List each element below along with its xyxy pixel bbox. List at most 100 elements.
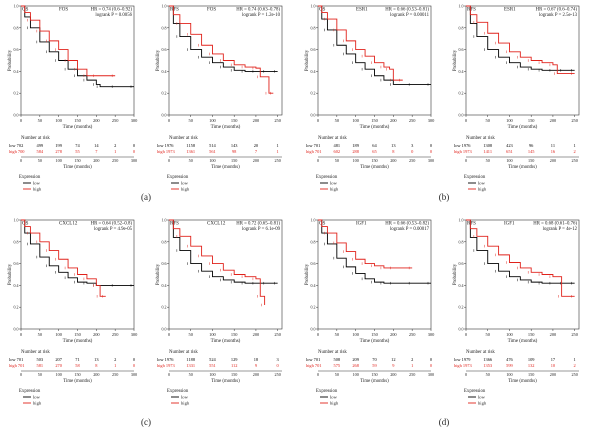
risk-axis-tick-label: 0 (20, 158, 22, 163)
risk-axis-tick-label: 150 (528, 372, 534, 377)
x-tick-label: 200 (550, 332, 557, 337)
group-label-c: (c) (141, 417, 151, 427)
panel-gene-label: FOS (59, 8, 68, 13)
x-tick-label: 0 (465, 332, 468, 337)
risk-axis-label: Time (months) (508, 165, 537, 170)
y-tick-label: 0.0 (311, 113, 316, 118)
x-tick-label: 50 (486, 332, 491, 337)
risk-value-high: 1353 (483, 363, 493, 368)
legend-title: Expression (316, 175, 338, 180)
y-tick-label: 0.8 (311, 239, 316, 244)
panel-gene-label: CXCL12 (207, 222, 226, 227)
risk-axis-tick-label: 300 (131, 372, 137, 377)
y-axis-label: Probability (156, 263, 161, 285)
logrank-p: logrank P = 0.0056 (95, 13, 132, 18)
risk-axis-tick-label: 150 (74, 158, 80, 163)
risk-value-high: 55 (75, 149, 80, 154)
x-tick-label: 0 (20, 332, 23, 337)
risk-value-high: 112 (231, 363, 237, 368)
x-tick-label: 150 (528, 118, 535, 123)
legend-label-high: high (33, 401, 42, 406)
y-tick-label: 1.0 (14, 218, 19, 223)
x-tick-label: 100 (352, 118, 359, 123)
x-tick-label: 50 (486, 118, 491, 123)
y-tick-label: 0.0 (459, 327, 464, 332)
risk-value-low: 70 (372, 357, 377, 362)
risk-row-low-label: low 1979 (454, 357, 471, 362)
risk-value-low: 0 (430, 143, 433, 148)
risk-value-low: 0 (430, 357, 433, 362)
x-tick-label: 250 (112, 332, 119, 337)
y-tick-label: 0.8 (459, 25, 464, 30)
risk-value-low: 17 (551, 357, 556, 362)
km-curve-high (318, 5, 403, 81)
risk-row-low-label: low 701 (306, 357, 320, 362)
x-tick-label: 300 (428, 332, 435, 337)
logrank-p: logrank P = 6.1e-09 (242, 227, 281, 232)
risk-value-low: 0 (133, 143, 136, 148)
x-tick-label: 200 (390, 118, 397, 123)
y-tick-label: 1.0 (311, 4, 316, 9)
risk-value-high: 602 (334, 149, 341, 154)
x-tick-label: 200 (253, 118, 260, 123)
y-tick-label: 0.8 (162, 239, 167, 244)
km-curve-high (318, 219, 413, 269)
group-label-b: (b) (439, 192, 450, 202)
x-tick-label: 100 (352, 332, 359, 337)
legend-label-high: high (33, 187, 42, 192)
risk-value-low: 1 (574, 357, 576, 362)
risk-value-high: 1361 (186, 149, 195, 154)
panel-corner-label: RFS (467, 222, 476, 227)
risk-axis-tick-label: 200 (390, 158, 396, 163)
group-label-d: (d) (439, 417, 450, 427)
y-axis-label: Probability (8, 49, 13, 71)
risk-value-high: 599 (506, 363, 513, 368)
risk-value-high: 7 (255, 149, 258, 154)
y-axis-label: Probability (156, 49, 161, 71)
risk-row-low-label: low 1976 (157, 143, 174, 148)
risk-axis-tick-label: 50 (335, 372, 339, 377)
y-tick-label: 0.0 (459, 113, 464, 118)
risk-axis-tick-label: 0 (465, 372, 467, 377)
risk-value-low: 1158 (186, 143, 195, 148)
x-tick-label: 100 (506, 332, 513, 337)
x-axis-label: Time (months) (211, 339, 241, 344)
risk-row-low-label: low 1976 (157, 357, 174, 362)
x-tick-label: 100 (209, 118, 216, 123)
risk-axis-tick-label: 150 (231, 372, 237, 377)
y-tick-label: 0.6 (162, 47, 167, 52)
km-curve-low (169, 219, 278, 284)
risk-value-high: 551 (209, 363, 216, 368)
y-tick-label: 0.4 (459, 69, 464, 74)
x-tick-label: 150 (74, 118, 81, 123)
y-tick-label: 0.2 (162, 91, 167, 96)
y-axis-label: Probability (453, 49, 458, 71)
risk-value-low: 20 (254, 143, 259, 148)
y-tick-label: 0.2 (311, 305, 316, 310)
y-tick-label: 1.0 (162, 4, 167, 9)
km-curve-high (466, 5, 575, 75)
risk-axis-tick-label: 100 (353, 372, 359, 377)
risk-table-title: Number at risk (318, 350, 347, 355)
risk-row-low-label: low 702 (9, 143, 23, 148)
plot-frame (168, 219, 283, 330)
risk-value-high: 1 (277, 149, 279, 154)
risk-value-high: 8 (392, 149, 395, 154)
risk-value-low: 209 (352, 357, 359, 362)
risk-value-high: 268 (352, 363, 359, 368)
risk-axis-label: Time (months) (211, 379, 240, 384)
legend-label-low: low (181, 181, 189, 186)
panel-gene-label: FOS (207, 8, 216, 13)
x-tick-label: 0 (317, 332, 320, 337)
y-axis-label: Probability (305, 49, 310, 71)
legend-title: Expression (316, 389, 338, 394)
x-axis-label: Time (months) (211, 125, 241, 130)
risk-value-high: 584 (37, 149, 44, 154)
legend-label-low: low (33, 181, 41, 186)
risk-row-high-label: high 701 (9, 363, 25, 368)
risk-value-low: 109 (528, 357, 535, 362)
